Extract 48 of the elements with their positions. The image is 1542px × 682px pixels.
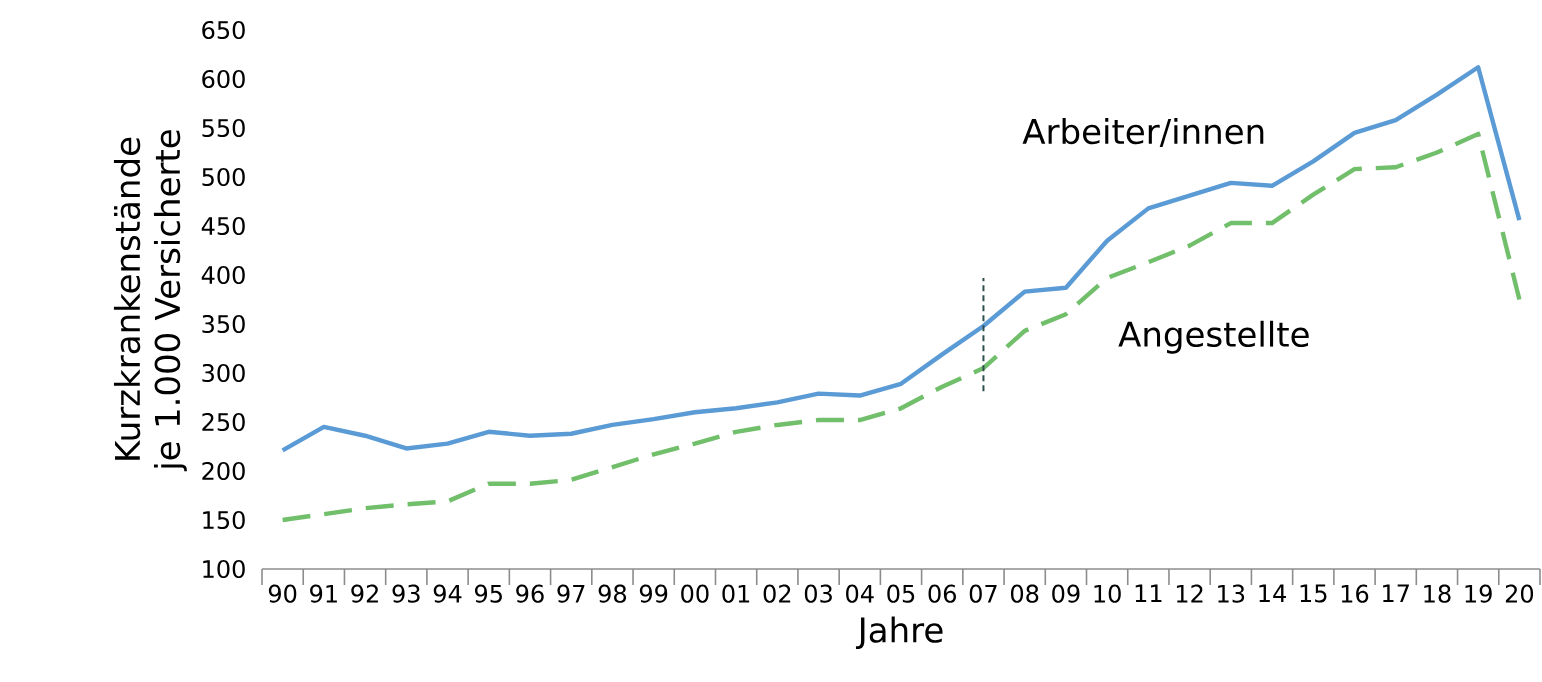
x-tick-label: 12 (1176, 584, 1203, 603)
y-tick-label: 200 (202, 461, 245, 481)
line-series (280, 65, 1522, 453)
x-tick-label: 92 (351, 584, 378, 603)
y-tick-label: 400 (201, 265, 245, 285)
x-tick-label: 19 (1465, 584, 1492, 603)
x-tick-label: 10 (1094, 584, 1121, 603)
y-axis-title: Kurzkrankenstände je 1.000 Versicherte (113, 130, 187, 472)
x-tick-label: 90 (268, 584, 297, 603)
y-tick-label: 550 (202, 118, 245, 138)
x-tick-label: 07 (969, 584, 997, 603)
x-tick-label: 96 (516, 584, 544, 603)
y-tick-label: 150 (203, 510, 245, 530)
x-tick-label: 15 (1300, 584, 1327, 603)
y-tick-label: 500 (202, 167, 245, 187)
y-tick-label: 350 (202, 314, 245, 334)
series-label: Angestellte (1118, 320, 1309, 354)
x-tick-label: 02 (763, 584, 791, 603)
x-tick-label: 93 (392, 584, 420, 603)
x-tick-label: 13 (1218, 584, 1245, 603)
x-tick-label: 20 (1505, 584, 1534, 603)
y-tick-label: 600 (202, 69, 245, 89)
x-tick-label: 04 (846, 584, 874, 603)
x-tick-label: 09 (1052, 584, 1080, 603)
x-tick-label: 14 (1259, 584, 1286, 603)
x-tick-label: 95 (474, 584, 502, 603)
x-tick-label: 05 (887, 584, 915, 603)
y-tick-label: 300 (202, 363, 245, 383)
x-tick-label: 06 (928, 584, 956, 603)
x-tick-label: 08 (1010, 584, 1039, 603)
x-tick-label: 16 (1341, 584, 1369, 603)
x-tick-label: 99 (639, 584, 668, 603)
series-label: Arbeiter/innen (1022, 117, 1264, 147)
y-tick-label: 100 (203, 559, 245, 579)
y-tick-label: 250 (202, 412, 245, 432)
y-tick-label: 650 (202, 20, 245, 40)
x-tick-label: 00 (681, 584, 709, 603)
x-tick-label: 91 (310, 584, 337, 603)
x-tick-label: 98 (598, 584, 627, 603)
x-tick-label: 01 (722, 584, 750, 603)
x-tick-label: 03 (804, 584, 832, 603)
x-tick-label: 94 (433, 584, 462, 603)
x-axis-title: Jahre (855, 616, 943, 650)
x-tick-label: 97 (557, 584, 585, 603)
y-tick-label: 450 (201, 216, 245, 236)
x-tick-label: 11 (1135, 584, 1162, 603)
x-tick-label: 18 (1424, 584, 1451, 603)
x-tick-label: 17 (1383, 584, 1409, 603)
